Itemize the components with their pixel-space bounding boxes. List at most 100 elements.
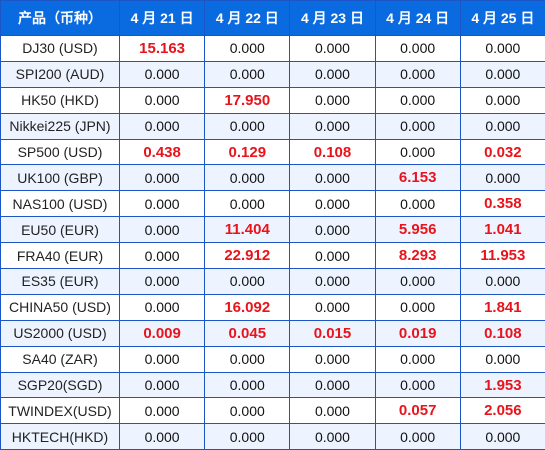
value-cell: 0.000 bbox=[460, 87, 545, 113]
value-cell: 0.000 bbox=[375, 36, 460, 62]
value-cell: 0.009 bbox=[120, 320, 205, 346]
value-cell: 0.000 bbox=[375, 424, 460, 450]
product-name-cell: UK100 (GBP) bbox=[1, 165, 120, 191]
value-cell: 0.000 bbox=[290, 217, 375, 243]
header-date: 4 月 21 日 bbox=[120, 1, 205, 36]
value-cell: 0.057 bbox=[375, 398, 460, 424]
value-cell: 0.000 bbox=[120, 191, 205, 217]
value-cell: 0.000 bbox=[290, 36, 375, 62]
value-cell: 0.000 bbox=[290, 346, 375, 372]
value-cell: 0.000 bbox=[460, 165, 545, 191]
value-cell: 0.000 bbox=[375, 372, 460, 398]
value-cell: 8.293 bbox=[375, 243, 460, 269]
value-cell: 15.163 bbox=[120, 36, 205, 62]
value-cell: 0.000 bbox=[205, 191, 290, 217]
value-cell: 0.000 bbox=[290, 191, 375, 217]
value-cell: 0.000 bbox=[205, 61, 290, 87]
value-cell: 0.000 bbox=[375, 61, 460, 87]
value-cell: 0.438 bbox=[120, 139, 205, 165]
value-cell: 0.000 bbox=[375, 113, 460, 139]
value-cell: 0.000 bbox=[375, 269, 460, 295]
value-cell: 22.912 bbox=[205, 243, 290, 269]
value-cell: 0.000 bbox=[290, 113, 375, 139]
product-name-cell: FRA40 (EUR) bbox=[1, 243, 120, 269]
value-cell: 0.000 bbox=[120, 269, 205, 295]
value-cell: 0.015 bbox=[290, 320, 375, 346]
product-name-cell: TWINDEX(USD) bbox=[1, 398, 120, 424]
value-cell: 0.000 bbox=[375, 87, 460, 113]
value-cell: 0.000 bbox=[460, 346, 545, 372]
header-date: 4 月 23 日 bbox=[290, 1, 375, 36]
value-cell: 0.000 bbox=[460, 36, 545, 62]
value-cell: 0.000 bbox=[120, 217, 205, 243]
value-cell: 1.041 bbox=[460, 217, 545, 243]
value-cell: 0.000 bbox=[205, 398, 290, 424]
value-cell: 11.404 bbox=[205, 217, 290, 243]
value-cell: 0.108 bbox=[460, 320, 545, 346]
product-name-cell: HK50 (HKD) bbox=[1, 87, 120, 113]
value-cell: 11.953 bbox=[460, 243, 545, 269]
value-cell: 1.841 bbox=[460, 294, 545, 320]
value-cell: 0.000 bbox=[375, 191, 460, 217]
product-name-cell: SGP20(SGD) bbox=[1, 372, 120, 398]
value-cell: 0.045 bbox=[205, 320, 290, 346]
value-cell: 0.000 bbox=[460, 61, 545, 87]
value-cell: 0.000 bbox=[375, 346, 460, 372]
value-cell: 0.000 bbox=[290, 424, 375, 450]
value-cell: 0.108 bbox=[290, 139, 375, 165]
value-cell: 0.000 bbox=[205, 372, 290, 398]
value-cell: 1.953 bbox=[460, 372, 545, 398]
value-cell: 17.950 bbox=[205, 87, 290, 113]
value-cell: 0.000 bbox=[290, 372, 375, 398]
value-cell: 0.358 bbox=[460, 191, 545, 217]
header-date: 4 月 25 日 bbox=[460, 1, 545, 36]
product-name-cell: SP500 (USD) bbox=[1, 139, 120, 165]
value-cell: 5.956 bbox=[375, 217, 460, 243]
value-cell: 0.000 bbox=[290, 243, 375, 269]
value-cell: 0.000 bbox=[375, 139, 460, 165]
product-name-cell: Nikkei225 (JPN) bbox=[1, 113, 120, 139]
value-cell: 0.000 bbox=[120, 346, 205, 372]
product-name-cell: DJ30 (USD) bbox=[1, 36, 120, 62]
value-cell: 0.000 bbox=[290, 61, 375, 87]
value-cell: 0.000 bbox=[120, 165, 205, 191]
value-cell: 2.056 bbox=[460, 398, 545, 424]
value-cell: 0.000 bbox=[120, 113, 205, 139]
value-cell: 0.000 bbox=[460, 424, 545, 450]
value-cell: 0.000 bbox=[290, 165, 375, 191]
value-cell: 0.019 bbox=[375, 320, 460, 346]
table-header: 产品（币种） 4 月 21 日 4 月 22 日 4 月 23 日 4 月 24… bbox=[1, 1, 545, 36]
product-name-cell: HKTECH(HKD) bbox=[1, 424, 120, 450]
product-name-cell: ES35 (EUR) bbox=[1, 269, 120, 295]
value-cell: 0.000 bbox=[120, 424, 205, 450]
product-name-cell: US2000 (USD) bbox=[1, 320, 120, 346]
value-cell: 0.000 bbox=[290, 87, 375, 113]
value-cell: 0.000 bbox=[290, 398, 375, 424]
value-cell: 0.000 bbox=[205, 424, 290, 450]
value-cell: 0.000 bbox=[205, 165, 290, 191]
value-cell: 0.000 bbox=[290, 294, 375, 320]
value-cell: 0.000 bbox=[120, 243, 205, 269]
value-cell: 0.129 bbox=[205, 139, 290, 165]
product-name-cell: CHINA50 (USD) bbox=[1, 294, 120, 320]
header-row: 产品（币种） 4 月 21 日 4 月 22 日 4 月 23 日 4 月 24… bbox=[1, 1, 545, 36]
product-name-cell: SA40 (ZAR) bbox=[1, 346, 120, 372]
product-name-cell: NAS100 (USD) bbox=[1, 191, 120, 217]
value-cell: 6.153 bbox=[375, 165, 460, 191]
